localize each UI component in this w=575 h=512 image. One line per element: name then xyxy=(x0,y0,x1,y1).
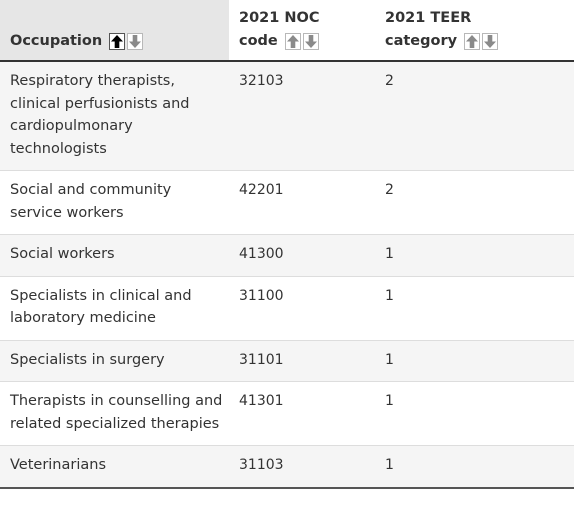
sort-descending-button[interactable] xyxy=(302,33,319,50)
sort-descending-button[interactable] xyxy=(482,33,499,50)
arrow-down-icon xyxy=(304,35,317,48)
teer-category-cell: 1 xyxy=(374,445,574,489)
teer-sort-controls xyxy=(464,33,499,50)
arrow-down-icon xyxy=(129,35,142,48)
arrow-up-icon xyxy=(286,35,299,48)
table-row: Respiratory therapists, clinical perfusi… xyxy=(0,61,574,171)
noc-code-cell: 31100 xyxy=(229,276,374,341)
noc-sort-controls xyxy=(284,33,319,50)
sort-descending-button[interactable] xyxy=(127,33,144,50)
occupation-cell: Therapists in counselling and related sp… xyxy=(0,381,229,446)
column-header-teer-category: 2021 TEER category xyxy=(374,0,574,62)
column-header-noc-code-line1: 2021 NOC xyxy=(239,10,320,26)
table-body: Respiratory therapists, clinical perfusi… xyxy=(0,61,574,489)
noc-code-cell: 31101 xyxy=(229,340,374,382)
occupation-sort-controls xyxy=(109,33,144,50)
occupation-cell: Specialists in clinical and laboratory m… xyxy=(0,276,229,341)
noc-code-cell: 42201 xyxy=(229,170,374,235)
teer-category-cell: 1 xyxy=(374,276,574,341)
header-row: Occupation xyxy=(0,0,574,62)
occupation-table: Occupation xyxy=(0,0,574,489)
sort-ascending-button[interactable] xyxy=(464,33,481,50)
table-row: Veterinarians 31103 1 xyxy=(0,445,574,489)
arrow-up-icon xyxy=(111,35,124,48)
column-header-occupation-label: Occupation xyxy=(10,33,103,49)
occupation-cell: Social workers xyxy=(0,234,229,277)
teer-category-cell: 2 xyxy=(374,170,574,235)
sort-ascending-button[interactable] xyxy=(109,33,126,50)
table-row: Specialists in clinical and laboratory m… xyxy=(0,276,574,341)
table-row: Social and community service workers 422… xyxy=(0,170,574,235)
occupation-cell: Veterinarians xyxy=(0,445,229,489)
occupation-cell: Specialists in surgery xyxy=(0,340,229,382)
table-row: Specialists in surgery 31101 1 xyxy=(0,340,574,382)
column-header-noc-code: 2021 NOC code xyxy=(229,0,374,62)
sort-ascending-button[interactable] xyxy=(284,33,301,50)
noc-code-cell: 41301 xyxy=(229,381,374,446)
noc-code-cell: 41300 xyxy=(229,234,374,277)
occupation-cell: Social and community service workers xyxy=(0,170,229,235)
table-header: Occupation xyxy=(0,0,574,62)
occupation-cell: Respiratory therapists, clinical perfusi… xyxy=(0,61,229,171)
arrow-down-icon xyxy=(484,35,497,48)
teer-category-cell: 1 xyxy=(374,381,574,446)
column-header-teer-line1: 2021 TEER xyxy=(385,10,472,26)
column-header-occupation: Occupation xyxy=(0,0,229,62)
arrow-up-icon xyxy=(466,35,479,48)
teer-category-cell: 2 xyxy=(374,61,574,171)
noc-code-cell: 31103 xyxy=(229,445,374,489)
noc-code-cell: 32103 xyxy=(229,61,374,171)
column-header-teer-line2: category xyxy=(385,33,458,49)
teer-category-cell: 1 xyxy=(374,340,574,382)
teer-category-cell: 1 xyxy=(374,234,574,277)
column-header-noc-code-line2: code xyxy=(239,33,278,49)
table-row: Social workers 41300 1 xyxy=(0,234,574,277)
table-row: Therapists in counselling and related sp… xyxy=(0,381,574,446)
